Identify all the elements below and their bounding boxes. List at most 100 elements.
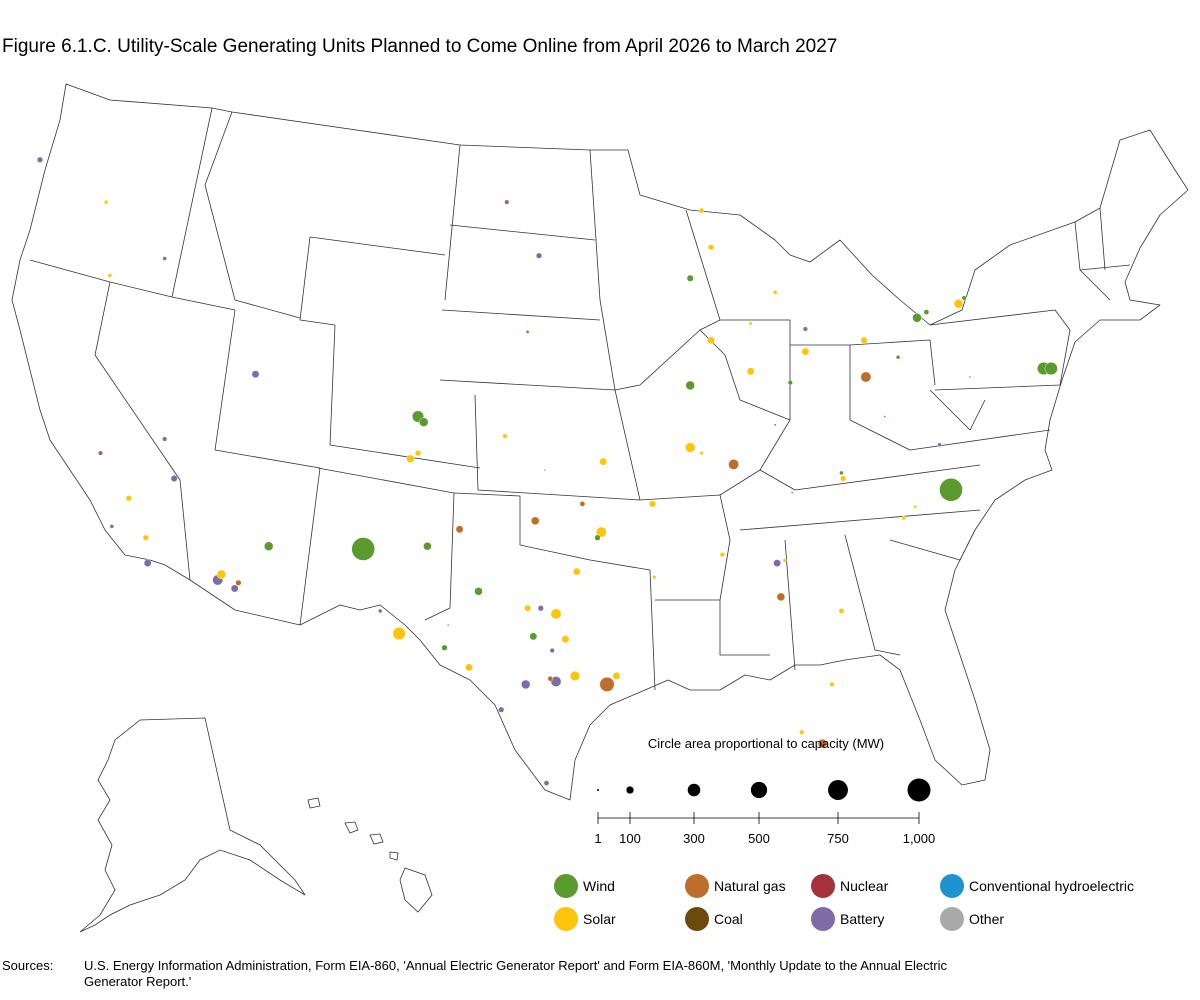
state-line (790, 344, 851, 420)
plant-point-solar (719, 552, 725, 558)
plant-point-wind (441, 644, 448, 651)
plant-point-battery (162, 256, 167, 261)
plant-point-wind (839, 470, 844, 476)
state-line (214, 309, 321, 626)
legend-swatch (554, 874, 578, 898)
plant-point-battery (773, 559, 781, 567)
plant-point-battery (937, 442, 942, 447)
plant-point-solar (707, 244, 714, 251)
state-line (685, 209, 721, 321)
state-line (441, 309, 601, 321)
state-line (699, 329, 791, 471)
plant-point-solar (913, 504, 917, 509)
scale-tick-label: 500 (748, 831, 770, 846)
plant-point-natural-gas (531, 516, 540, 525)
plant-circles (36, 156, 1058, 786)
state-line (739, 509, 981, 531)
plant-point-solar (569, 670, 580, 681)
plant-point-natural-gas (579, 501, 586, 507)
plant-point-solar (746, 367, 755, 376)
scale-tick-label: 100 (619, 831, 641, 846)
state-line (204, 111, 301, 319)
plant-point-wind (923, 309, 930, 315)
scale-heading: Circle area proportional to capacity (MW… (648, 736, 884, 751)
plant-point-wind (939, 478, 963, 502)
plant-point-other (543, 468, 546, 472)
plant-point-solar (840, 475, 847, 482)
plant-point-battery (504, 199, 510, 205)
plant-point-wind (895, 355, 901, 360)
plant-point-wind (961, 295, 967, 301)
fuel-legend: Wind Natural gas Nuclear Conventional hydro… (554, 874, 1134, 931)
state-line (1074, 221, 1111, 301)
state-line (309, 236, 446, 256)
scale-tick-label: 300 (683, 831, 705, 846)
legend-swatch (554, 907, 578, 931)
plant-point-natural-gas (728, 459, 739, 470)
state-line (889, 529, 976, 561)
plant-point-battery (230, 584, 239, 593)
inset-alaska-hawaii (79, 717, 433, 933)
state-line (719, 600, 770, 656)
plant-point-battery (550, 676, 562, 687)
state-line (614, 319, 721, 391)
scale-circle (626, 786, 634, 794)
plant-point-solar (782, 558, 787, 563)
legend-label: Wind (583, 878, 615, 894)
plant-point-battery (378, 608, 383, 614)
state-line (444, 144, 461, 301)
state-line (171, 107, 213, 298)
plant-point-solar (103, 199, 109, 205)
plant-point-other (968, 375, 972, 379)
plant-point-solar (142, 534, 149, 541)
plant-point-conventional-hydroelectric (791, 491, 794, 494)
legend-label: Nuclear (840, 878, 889, 894)
plant-point-solar (685, 442, 696, 453)
legend-label: Natural gas (714, 878, 786, 894)
figure-title: Figure 6.1.C. Utility-Scale Generating U… (2, 36, 838, 57)
plant-point-battery (535, 252, 543, 259)
plant-point-wind (474, 587, 483, 596)
scale-circle (750, 781, 768, 799)
plant-point-solar (801, 347, 810, 356)
plant-point-natural-gas (599, 676, 615, 692)
plant-point-solar (748, 321, 753, 326)
sources-label: Sources: (2, 958, 54, 973)
plant-point-solar (502, 433, 508, 439)
state-line (720, 319, 791, 420)
plant-point-solar (699, 451, 704, 456)
plant-point-solar (838, 608, 845, 614)
plant-point-solar (561, 635, 570, 644)
scale-circle (687, 783, 701, 797)
plant-point-solar (465, 663, 473, 672)
plant-point-solar (773, 290, 778, 295)
plant-point-solar (860, 336, 868, 344)
plant-point-natural-gas (547, 675, 554, 682)
plant-point-battery (143, 559, 152, 567)
state-line (439, 379, 616, 391)
plant-point-battery (251, 370, 260, 379)
plant-point-battery (521, 679, 531, 690)
legend-label: Other (969, 911, 1004, 927)
legend-swatch (940, 874, 964, 898)
plant-point-solar (216, 569, 227, 580)
legend-label: Conventional hydroelectric (969, 878, 1134, 894)
plant-point-wind (423, 542, 432, 551)
state-line (929, 309, 1071, 391)
plant-point-solar (599, 457, 608, 466)
sources-text: U.S. Energy Information Administration, … (84, 958, 947, 989)
plant-point-wind (1044, 362, 1058, 376)
state-line (317, 467, 455, 621)
state-line (849, 419, 1051, 451)
plant-point-solar (107, 273, 113, 278)
plant-point-solar (612, 672, 621, 680)
plant-point-wind (529, 632, 538, 641)
state-line (29, 259, 236, 311)
plant-point-wind (419, 417, 429, 427)
plant-point-natural-gas (235, 579, 242, 586)
plant-point-solar (953, 299, 964, 309)
plant-point-solar (901, 515, 906, 521)
plant-point-solar (698, 207, 705, 214)
plant-point-wind (787, 380, 793, 386)
hawaii-islands (307, 797, 433, 913)
